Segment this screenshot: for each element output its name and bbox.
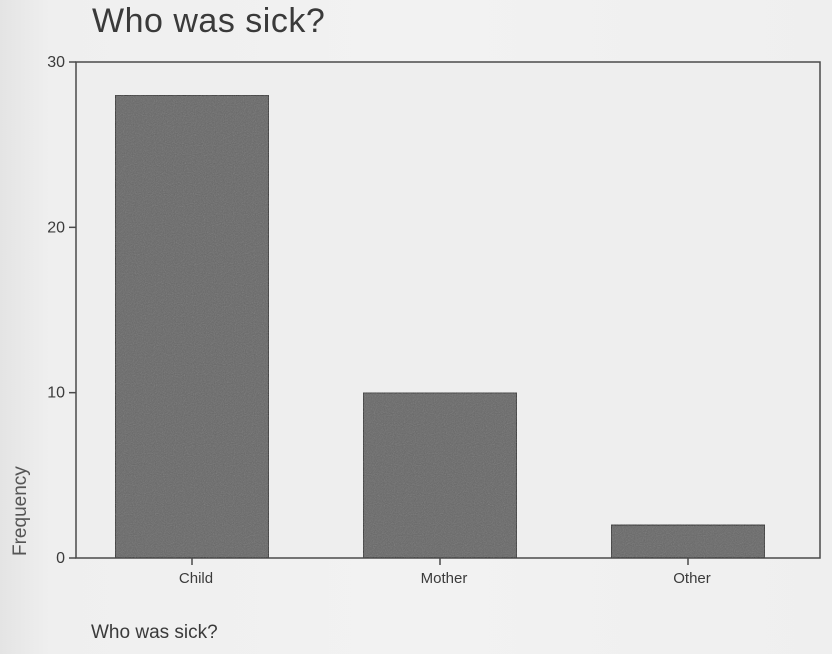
x-axis-title: Who was sick? [91,622,218,643]
x-tick-label: Mother [421,570,468,587]
bar-mother [362,391,518,559]
x-tick-label: Child [179,570,213,587]
bars-group [114,94,766,559]
y-tick-label: 10 [47,385,65,402]
y-axis-title: Frequency [10,466,31,556]
y-tick-label: 30 [47,54,65,71]
x-axis: Child Mother Other [179,558,711,587]
x-tick-label: Other [673,570,711,587]
chart-title: Who was sick? [92,2,326,40]
y-axis: 0 10 20 30 [47,54,76,567]
y-tick-label: 0 [56,550,65,567]
y-tick-label: 20 [47,219,65,236]
bar-child [114,94,270,559]
bar-other [610,524,766,559]
